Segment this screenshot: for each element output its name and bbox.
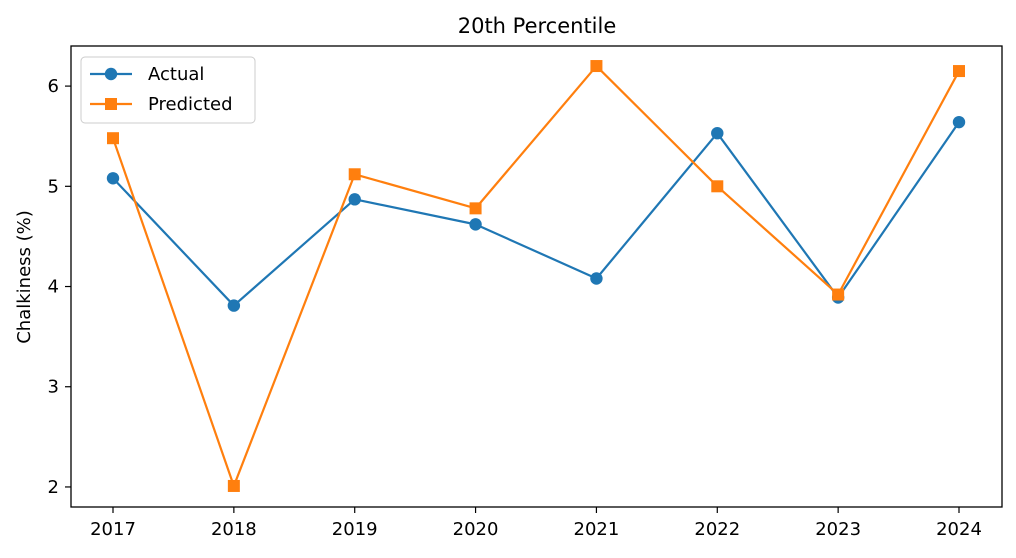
data-point-actual bbox=[952, 115, 966, 129]
chart-title: 20th Percentile bbox=[458, 14, 617, 38]
series-line-actual bbox=[112, 121, 960, 307]
data-point-actual bbox=[106, 172, 120, 185]
legend-marker-predicted bbox=[105, 98, 117, 110]
data-point-actual bbox=[348, 193, 361, 206]
series-line-predicted bbox=[111, 64, 960, 488]
x-tick-label: 2018 bbox=[211, 519, 257, 540]
data-point-actual bbox=[469, 218, 482, 231]
y-tick-label: 5 bbox=[48, 176, 59, 197]
x-tick-label: 2020 bbox=[453, 519, 499, 540]
x-tick-label: 2024 bbox=[936, 519, 982, 540]
legend: Actual Predicted bbox=[80, 56, 256, 124]
data-point-predicted bbox=[953, 65, 965, 78]
y-tick-label: 3 bbox=[48, 377, 59, 398]
plot-frame bbox=[70, 45, 1003, 508]
legend-marker-actual bbox=[104, 67, 118, 81]
x-tick-label: 2023 bbox=[815, 519, 861, 540]
data-point-predicted bbox=[711, 180, 724, 193]
plot-area bbox=[106, 60, 966, 492]
data-point-actual bbox=[227, 299, 241, 312]
x-tick-label: 2017 bbox=[90, 519, 136, 540]
x-tick-label: 2022 bbox=[694, 519, 740, 540]
legend-label-predicted: Predicted bbox=[148, 94, 233, 115]
y-axis-label: Chalkiness (%) bbox=[14, 210, 35, 344]
y-tick-label: 2 bbox=[48, 477, 59, 498]
data-point-predicted bbox=[227, 479, 240, 492]
data-point-predicted bbox=[832, 288, 845, 301]
y-tick-label: 6 bbox=[48, 76, 59, 97]
data-point-predicted bbox=[469, 202, 482, 215]
data-point-predicted bbox=[590, 60, 603, 73]
data-point-predicted bbox=[107, 132, 119, 145]
x-tick-label: 2019 bbox=[332, 519, 378, 540]
legend-label-actual: Actual bbox=[148, 64, 204, 85]
y-tick-label: 4 bbox=[48, 277, 59, 298]
data-point-predicted bbox=[348, 168, 361, 181]
data-point-actual bbox=[711, 126, 724, 140]
x-tick-label: 2021 bbox=[574, 519, 620, 540]
data-point-actual bbox=[590, 272, 603, 285]
